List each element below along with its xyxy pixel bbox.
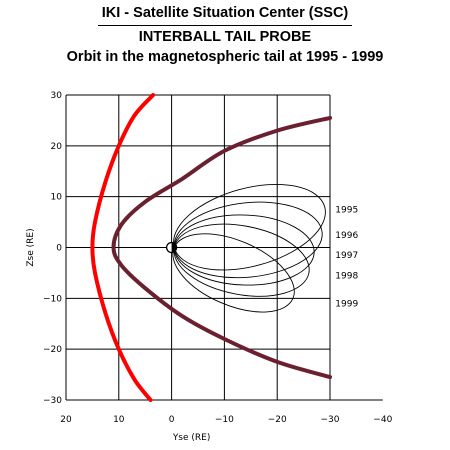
header-title: IKI - Satellite Situation Center (SSC) <box>101 5 349 21</box>
header-subtitle: INTERBALL TAIL PROBE <box>138 29 312 45</box>
x-tick-label: −20 <box>268 415 287 425</box>
header-rule <box>98 25 352 26</box>
y-tick-label: 10 <box>51 193 63 203</box>
orbit-year-labels: 1995 1996 1997 1998 1999 <box>335 205 358 309</box>
orbit-label-1998: 1998 <box>335 271 358 281</box>
y-tick-label: −20 <box>43 345 62 355</box>
x-tick-label: 20 <box>60 415 72 425</box>
tick-labels: 20 10 0 −10 −20 −30 −40 30 20 10 0 −10 −20 −30 <box>43 91 393 425</box>
magnetopause-curve <box>111 115 332 380</box>
y-tick-label: −30 <box>43 396 62 406</box>
orbit-label-1996: 1996 <box>335 231 358 241</box>
chart-title: Orbit in the magnetospheric tail at 1995… <box>66 49 384 65</box>
x-tick-label: −30 <box>321 415 340 425</box>
bow-shock-curve <box>90 93 156 402</box>
y-tick-label: −10 <box>43 294 62 304</box>
x-tick-label: −40 <box>373 415 392 425</box>
orbit-1997 <box>173 214 315 286</box>
orbit-label-1997: 1997 <box>335 251 358 261</box>
x-tick-label: 10 <box>113 415 125 425</box>
boundary-curves <box>90 93 332 402</box>
orbit-label-1999: 1999 <box>335 299 358 309</box>
orbit-1998 <box>173 223 310 297</box>
grid <box>65 94 383 401</box>
y-tick-label: 30 <box>51 91 63 101</box>
orbits <box>172 183 326 313</box>
x-axis-label: Yse (RE) <box>172 433 211 443</box>
y-tick-label: 20 <box>51 142 63 152</box>
y-axis-label: Zse (RE) <box>26 228 36 266</box>
y-tick-label: 0 <box>56 244 62 254</box>
x-tick-label: −10 <box>215 415 234 425</box>
x-tick-label: 0 <box>169 415 175 425</box>
earth-shade <box>171 242 177 253</box>
orbit-label-1995: 1995 <box>335 205 358 215</box>
earth-marker <box>165 241 178 254</box>
